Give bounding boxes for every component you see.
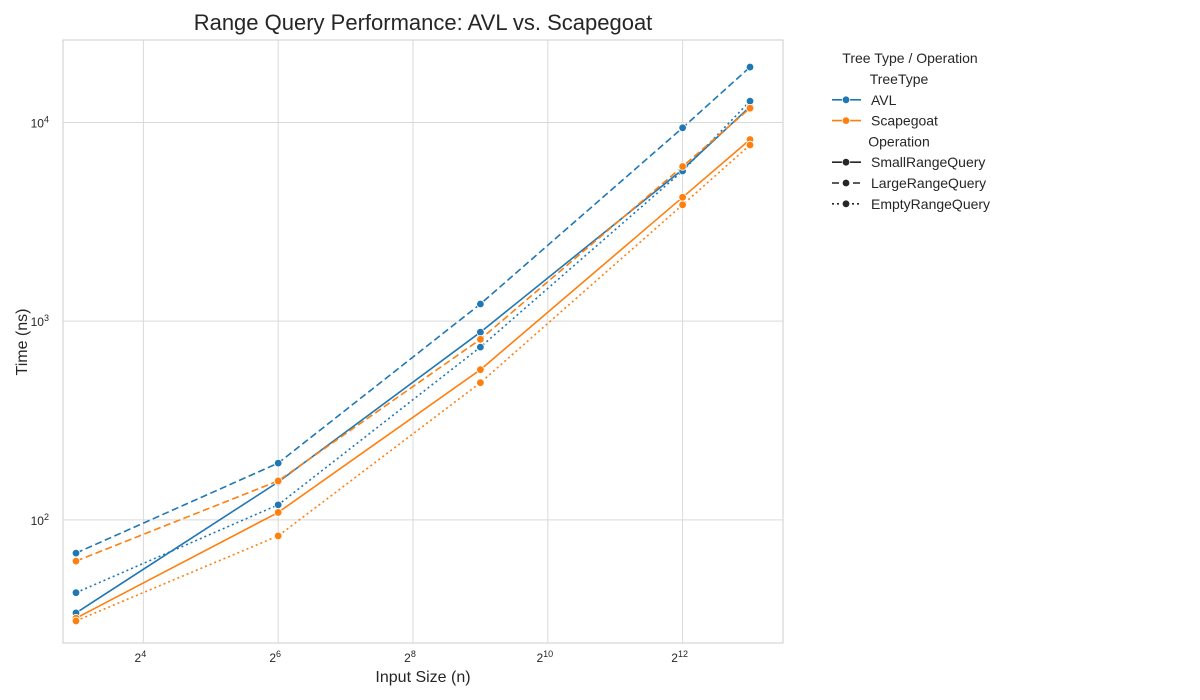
y-tick-base: 10 <box>31 514 45 528</box>
x-tick-label: 212 <box>671 649 688 665</box>
y-tick-label: 102 <box>31 512 49 528</box>
data-point <box>678 162 687 171</box>
grid <box>63 40 783 643</box>
data-point <box>678 123 687 132</box>
data-point <box>476 327 485 337</box>
legend-entry-label: SmallRangeQuery <box>871 154 985 170</box>
legend-entry-label: LargeRangeQuery <box>871 175 986 191</box>
x-axis-label: Input Size (n) <box>375 669 470 686</box>
x-tick-exponent: 4 <box>141 649 146 659</box>
data-point <box>745 103 755 113</box>
y-tick-exponent: 2 <box>44 512 49 522</box>
x-tick-base: 2 <box>536 651 543 665</box>
legend-marker <box>841 178 851 188</box>
data-point <box>71 548 81 558</box>
data-point <box>476 342 485 352</box>
data-point <box>273 508 283 517</box>
series-line-scapegoat-emptyrangequery <box>75 144 751 622</box>
legend-marker <box>841 157 851 167</box>
data-point <box>476 299 485 309</box>
x-tick-exponent: 6 <box>276 649 281 659</box>
x-tick-exponent: 8 <box>411 649 416 659</box>
legend-header: TreeType <box>870 71 929 87</box>
data-point <box>71 588 81 597</box>
data-point <box>71 556 81 566</box>
plot-area <box>62 39 784 644</box>
x-tick-exponent: 10 <box>543 649 553 659</box>
legend-marker <box>841 116 851 125</box>
y-axis-label: Time (ns) <box>14 309 31 376</box>
y-tick-label: 103 <box>31 313 49 329</box>
legend-marker <box>841 95 851 104</box>
data-point <box>273 458 283 468</box>
x-tick-base: 2 <box>404 651 411 665</box>
data-point <box>678 200 687 210</box>
x-tick-label: 28 <box>404 649 416 665</box>
data-point <box>678 193 687 202</box>
legend-marker <box>841 199 851 208</box>
y-tick-base: 10 <box>31 116 45 130</box>
x-axis-ticks: 24 26 28 210 212 <box>135 649 688 665</box>
data-point <box>71 616 81 626</box>
x-tick-base: 2 <box>269 651 276 665</box>
x-tick-base: 2 <box>671 651 678 665</box>
data-point <box>745 62 755 72</box>
y-tick-label: 104 <box>31 114 49 130</box>
x-tick-exponent: 12 <box>678 649 688 659</box>
y-tick-base: 10 <box>31 315 45 329</box>
chart-title: Range Query Performance: AVL vs. Scapego… <box>194 10 653 35</box>
x-tick-label: 210 <box>536 649 553 665</box>
legend: Tree Type / Operation TreeType AVL Scapego… <box>832 50 990 212</box>
data-point <box>476 365 485 374</box>
x-tick-label: 24 <box>135 649 147 665</box>
legend-title: Tree Type / Operation <box>842 50 977 66</box>
data-point <box>745 140 755 150</box>
legend-entry-label: AVL <box>871 92 897 108</box>
data-point <box>273 500 283 510</box>
data-point <box>476 378 485 387</box>
data-point <box>273 476 283 486</box>
series-points <box>71 62 755 626</box>
data-point <box>476 335 485 344</box>
x-tick-label: 26 <box>269 649 281 665</box>
legend-entry-label: Scapegoat <box>871 113 938 129</box>
y-tick-exponent: 3 <box>44 313 49 323</box>
legend-entry-label: EmptyRangeQuery <box>871 196 990 212</box>
data-point <box>273 531 283 541</box>
data-point <box>745 96 755 106</box>
y-tick-exponent: 4 <box>44 114 49 124</box>
x-tick-base: 2 <box>135 651 142 665</box>
legend-header: Operation <box>868 133 929 149</box>
